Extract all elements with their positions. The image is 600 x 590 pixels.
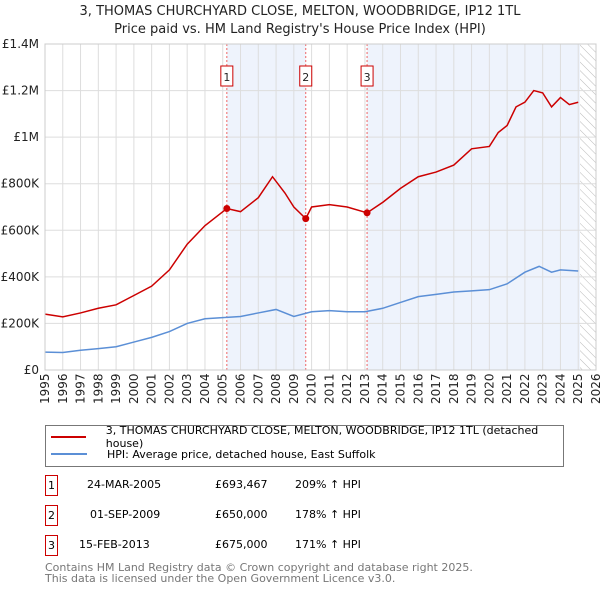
y-tick-label: £600K — [1, 223, 41, 237]
x-tick-label: 2005 — [216, 373, 230, 404]
sale-date: 24-MAR-2005 — [87, 478, 162, 491]
series-line — [44, 265, 579, 354]
x-tick-label: 1997 — [74, 373, 88, 404]
x-tick-label: 2012 — [340, 373, 354, 404]
forecast-hatch — [580, 44, 596, 370]
sale-label: 2 — [302, 71, 309, 84]
x-tick-label: 2001 — [145, 373, 159, 404]
x-tick-label: 2023 — [536, 373, 550, 404]
sale-price: £650,000 — [215, 508, 268, 521]
x-tick-label: 1998 — [91, 373, 105, 404]
y-tick-label: £1.4M — [2, 37, 39, 51]
y-tick-label: £0 — [24, 363, 39, 377]
series-line — [44, 89, 579, 318]
x-tick-label: 1996 — [56, 373, 70, 404]
sale-badge: 3 — [45, 535, 58, 556]
sale-label-box — [220, 65, 234, 87]
x-tick-label: 2025 — [571, 373, 585, 404]
x-tick-label: 2010 — [305, 373, 319, 404]
legend-item-hpi: HPI: Average price, detached house, East… — [51, 446, 376, 462]
sale-hpi: 171% ↑ HPI — [295, 538, 361, 551]
x-tick-label: 2004 — [198, 373, 212, 404]
x-tick-label: 2026 — [589, 373, 600, 404]
sale-price: £675,000 — [215, 538, 268, 551]
y-tick-label: £400K — [1, 270, 41, 284]
x-tick-label: 2021 — [500, 373, 514, 404]
chart-subtitle: Price paid vs. HM Land Registry's House … — [114, 22, 486, 37]
sale-label: 3 — [364, 71, 371, 84]
sale-price: £693,467 — [215, 478, 268, 491]
footer-line: This data is licensed under the Open Gov… — [45, 572, 396, 585]
x-tick-label: 2009 — [287, 373, 301, 404]
x-tick-label: 2018 — [447, 373, 461, 404]
x-tick-label: 1999 — [109, 373, 123, 404]
sale-badge: 2 — [45, 505, 58, 526]
y-tick-label: £1M — [13, 130, 39, 144]
legend: 3, THOMAS CHURCHYARD CLOSE, MELTON, WOOD… — [45, 424, 564, 467]
legend-label: HPI: Average price, detached house, East… — [107, 447, 376, 461]
x-tick-label: 2007 — [251, 373, 265, 404]
sale-badge: 1 — [45, 475, 58, 496]
x-tick-label: 2008 — [269, 373, 283, 404]
sale-label-box — [299, 65, 313, 87]
x-tick-label: 2022 — [518, 373, 532, 404]
x-tick-label: 2006 — [234, 373, 248, 404]
sale-point — [302, 215, 310, 223]
plot-area: 1995 1996 1997 1998 1999 2000 2001 2002 2003 2004… — [1, 37, 600, 404]
x-tick-label: 2016 — [411, 373, 425, 404]
y-tick-label: £800K — [1, 177, 41, 191]
x-tick-label: 2002 — [162, 373, 176, 404]
sale-hpi: 209% ↑ HPI — [295, 478, 361, 491]
x-tick-label: 2020 — [482, 373, 496, 404]
x-tick-label: 2014 — [376, 373, 390, 404]
footer-line: Contains HM Land Registry data © Crown c… — [45, 561, 473, 574]
footer: Contains HM Land Registry data © Crown c… — [45, 562, 473, 584]
x-tick-label: 2019 — [465, 373, 479, 404]
sale-label: 1 — [223, 71, 230, 84]
x-tick-label: 2013 — [358, 373, 372, 404]
x-tick-label: 2024 — [553, 373, 567, 404]
x-tick-label: 2000 — [127, 373, 141, 404]
sale-point — [363, 209, 371, 217]
y-tick-label: £200K — [1, 316, 41, 330]
plot-border — [44, 43, 597, 371]
ownership-shade — [367, 44, 581, 370]
chart-title: 3, THOMAS CHURCHYARD CLOSE, MELTON, WOOD… — [79, 4, 521, 19]
sale-hpi: 178% ↑ HPI — [295, 508, 361, 521]
sale-point — [223, 205, 231, 213]
legend-item-property: 3, THOMAS CHURCHYARD CLOSE, MELTON, WOOD… — [51, 424, 563, 450]
y-tick-label: £1.2M — [2, 84, 39, 98]
legend-label: 3, THOMAS CHURCHYARD CLOSE, MELTON, WOOD… — [105, 424, 539, 450]
x-tick-label: 2015 — [393, 373, 407, 404]
sale-label-box — [360, 65, 374, 87]
x-tick-label: 2003 — [180, 373, 194, 404]
sale-date: 15-FEB-2013 — [79, 538, 150, 551]
x-tick-label: 1995 — [38, 373, 52, 404]
x-tick-label: 2011 — [322, 373, 336, 404]
x-tick-label: 2017 — [429, 373, 443, 404]
sale-date: 01-SEP-2009 — [90, 508, 161, 521]
